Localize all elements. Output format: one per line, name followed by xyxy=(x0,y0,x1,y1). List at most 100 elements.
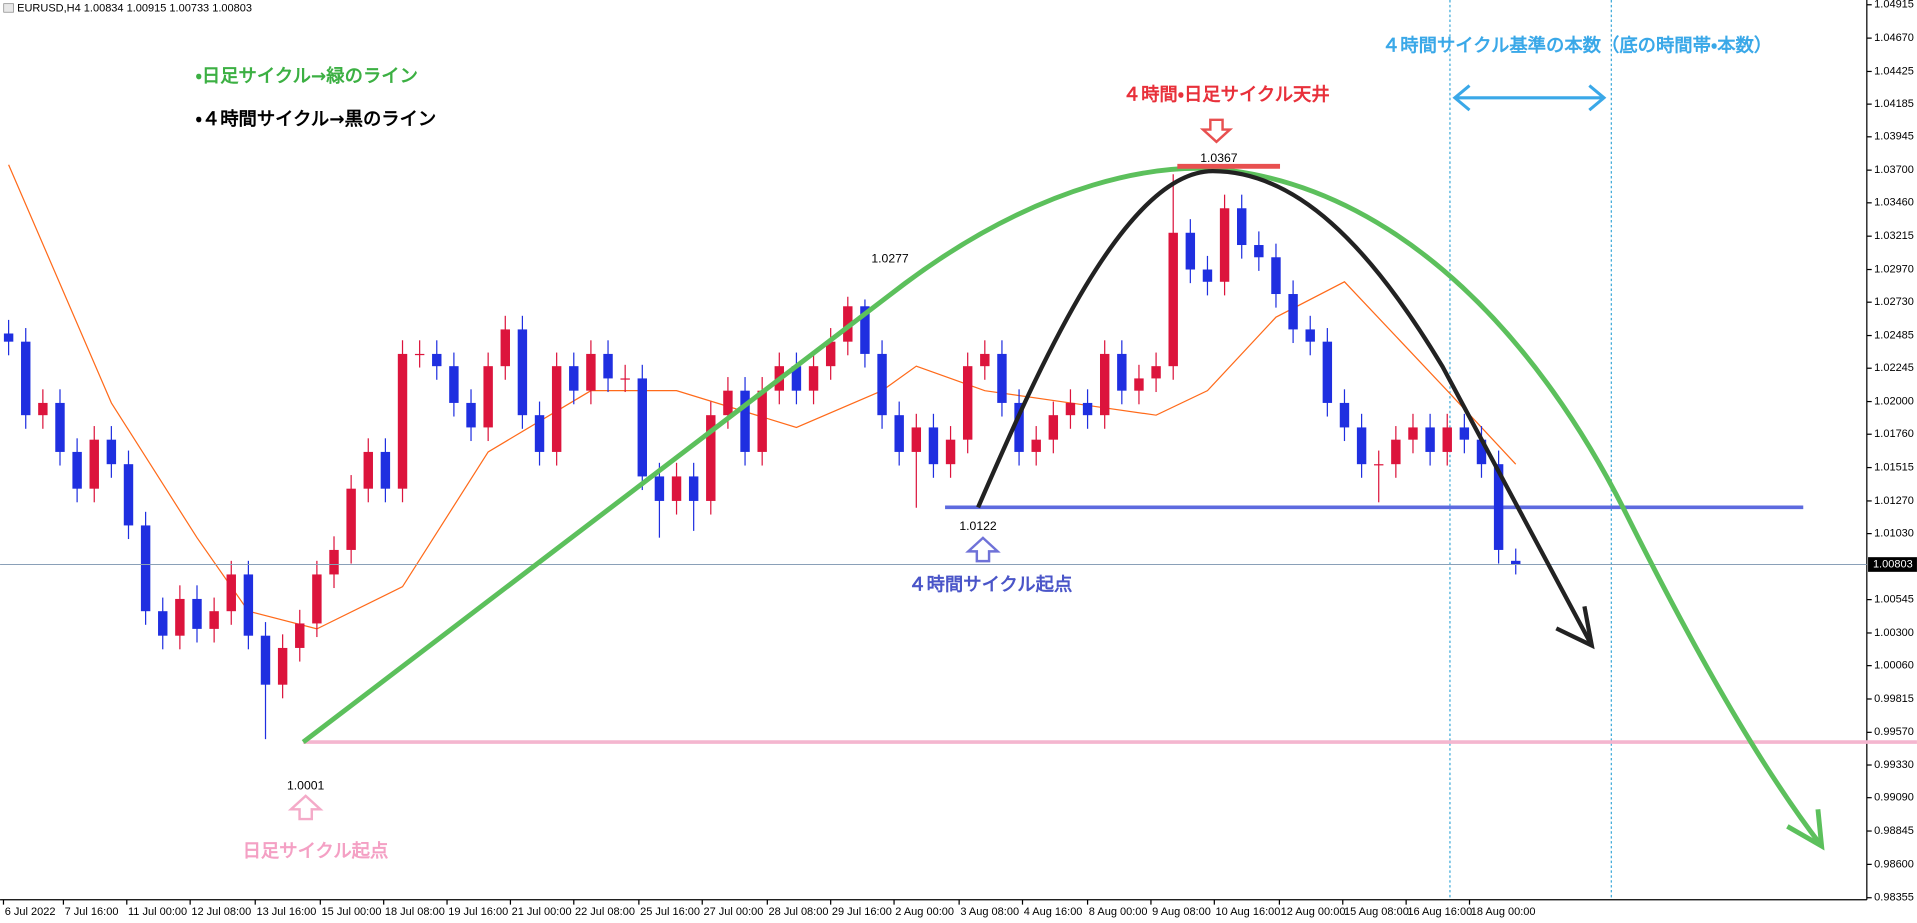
price-label: 1.0367 xyxy=(1200,151,1238,165)
candle-body xyxy=(1271,257,1281,295)
x-tick-label: 19 Jul 16:00 xyxy=(448,906,508,918)
x-tick-label: 16 Aug 16:00 xyxy=(1407,906,1472,918)
candle-body xyxy=(706,415,716,501)
candle-body xyxy=(1322,341,1333,403)
x-tick-label: 12 Aug 00:00 xyxy=(1281,906,1346,918)
y-tick-label: 1.04425 xyxy=(1874,65,1914,77)
annotations-layer: ・日足サイクル→緑のライン ・４時間サイクル→黒のライン ４時間・日足サイクル天… xyxy=(196,34,1825,862)
y-tick-label: 1.02485 xyxy=(1874,329,1914,341)
candle-body xyxy=(551,366,562,452)
candle-body xyxy=(945,439,956,465)
x-tick-label: 22 Jul 08:00 xyxy=(575,906,635,918)
candle-body xyxy=(1031,439,1041,452)
candle-body xyxy=(1202,269,1213,282)
price-label: 1.0122 xyxy=(959,519,997,533)
candle-body xyxy=(740,390,750,452)
candle-body xyxy=(517,329,528,416)
x-tick-label: 8 Aug 00:00 xyxy=(1089,906,1148,918)
candle-body xyxy=(1425,427,1435,452)
x-tick-label: 4 Aug 16:00 xyxy=(1024,906,1083,918)
candle-body xyxy=(38,402,48,416)
note: ４時間サイクル起点 xyxy=(908,574,1072,596)
candle-body xyxy=(860,306,870,354)
y-tick-label: 1.00060 xyxy=(1874,660,1914,672)
candle-body xyxy=(3,333,14,342)
candle-body xyxy=(123,464,134,526)
candle-body xyxy=(620,378,630,380)
candle-body xyxy=(106,439,117,465)
candle-body xyxy=(1459,427,1470,440)
y-tick-label: 0.98355 xyxy=(1874,892,1914,904)
note: ・日足サイクル→緑のライン xyxy=(196,65,418,87)
x-tick-label: 29 Jul 16:00 xyxy=(832,906,892,918)
candle-body xyxy=(894,415,904,452)
candle-body xyxy=(1099,353,1110,416)
y-tick-label: 1.01030 xyxy=(1874,528,1914,540)
y-tick-label: 1.02245 xyxy=(1874,362,1914,374)
candle-body xyxy=(175,598,185,636)
candle-body xyxy=(1356,427,1367,465)
x-tick-label: 3 Aug 08:00 xyxy=(960,906,1019,918)
candle-body xyxy=(1254,245,1264,258)
candle-body xyxy=(1476,439,1487,465)
candle-body xyxy=(72,451,82,489)
candle-body xyxy=(980,353,990,367)
x-tick-label: 11 Jul 00:00 xyxy=(128,906,187,918)
candle-body xyxy=(1134,378,1144,391)
y-tick-label: 1.03215 xyxy=(1874,230,1914,242)
candle-body xyxy=(1014,402,1024,452)
double-arrow xyxy=(1452,84,1607,112)
candle-body xyxy=(603,353,613,379)
arrow-head xyxy=(1786,809,1825,851)
y-tick-label: 1.01515 xyxy=(1874,461,1914,473)
y-tick-label: 1.03460 xyxy=(1874,197,1914,209)
down-arrow xyxy=(1199,118,1234,144)
candle-body xyxy=(329,549,339,575)
candle-body xyxy=(1493,464,1504,550)
y-tick-label: 1.02970 xyxy=(1874,263,1914,275)
candle-body xyxy=(1219,208,1230,282)
candle-body xyxy=(962,366,973,440)
h4-cycle-curve xyxy=(976,169,1594,647)
candle-body xyxy=(1237,208,1247,246)
candle-body xyxy=(1288,294,1298,330)
candle-body xyxy=(277,647,288,685)
x-tick-label: 13 Jul 16:00 xyxy=(256,906,316,918)
chart-title: EURUSD,H4 1.00834 1.00915 1.00733 1.0080… xyxy=(17,2,252,14)
candle-body xyxy=(209,611,219,629)
y-tick-label: 0.99330 xyxy=(1874,759,1914,771)
candle-body xyxy=(569,366,579,391)
up-arrow xyxy=(965,536,1001,563)
candle-body xyxy=(586,353,596,391)
arrow-head xyxy=(1555,605,1595,650)
daily-cycle-curve xyxy=(301,165,1824,848)
note: ４時間サイクル基準の本数（底の時間帯・本数） xyxy=(1382,34,1772,56)
y-tick-label: 1.03700 xyxy=(1874,164,1914,176)
candle-body xyxy=(1082,402,1093,416)
candle-body xyxy=(1151,366,1161,379)
note: ４時間・日足サイクル天井 xyxy=(1123,83,1330,105)
y-tick-label: 0.99570 xyxy=(1874,726,1914,738)
candle-body xyxy=(449,366,459,403)
y-tick-label: 1.03945 xyxy=(1874,131,1914,143)
x-tick-label: 9 Aug 08:00 xyxy=(1152,906,1211,918)
candle-body xyxy=(226,574,236,612)
candle-body xyxy=(21,341,31,416)
y-tick-label: 1.01270 xyxy=(1874,495,1914,507)
candle-body xyxy=(1117,353,1127,391)
candle-body xyxy=(243,574,254,636)
candle-body xyxy=(928,427,939,465)
candle-body xyxy=(997,353,1007,403)
candle-body xyxy=(1305,329,1315,342)
candle-body xyxy=(158,611,168,636)
price-label: 1.0001 xyxy=(287,778,325,792)
candle-body xyxy=(1048,415,1059,440)
candle-body xyxy=(911,427,922,452)
x-tick-label: 21 Jul 00:00 xyxy=(512,906,572,918)
candle-body xyxy=(140,525,151,612)
candle-body xyxy=(483,366,493,428)
last-price-label: 1.00803 xyxy=(1873,558,1913,570)
candle-body xyxy=(1185,232,1196,270)
y-tick-label: 0.99090 xyxy=(1874,792,1914,804)
